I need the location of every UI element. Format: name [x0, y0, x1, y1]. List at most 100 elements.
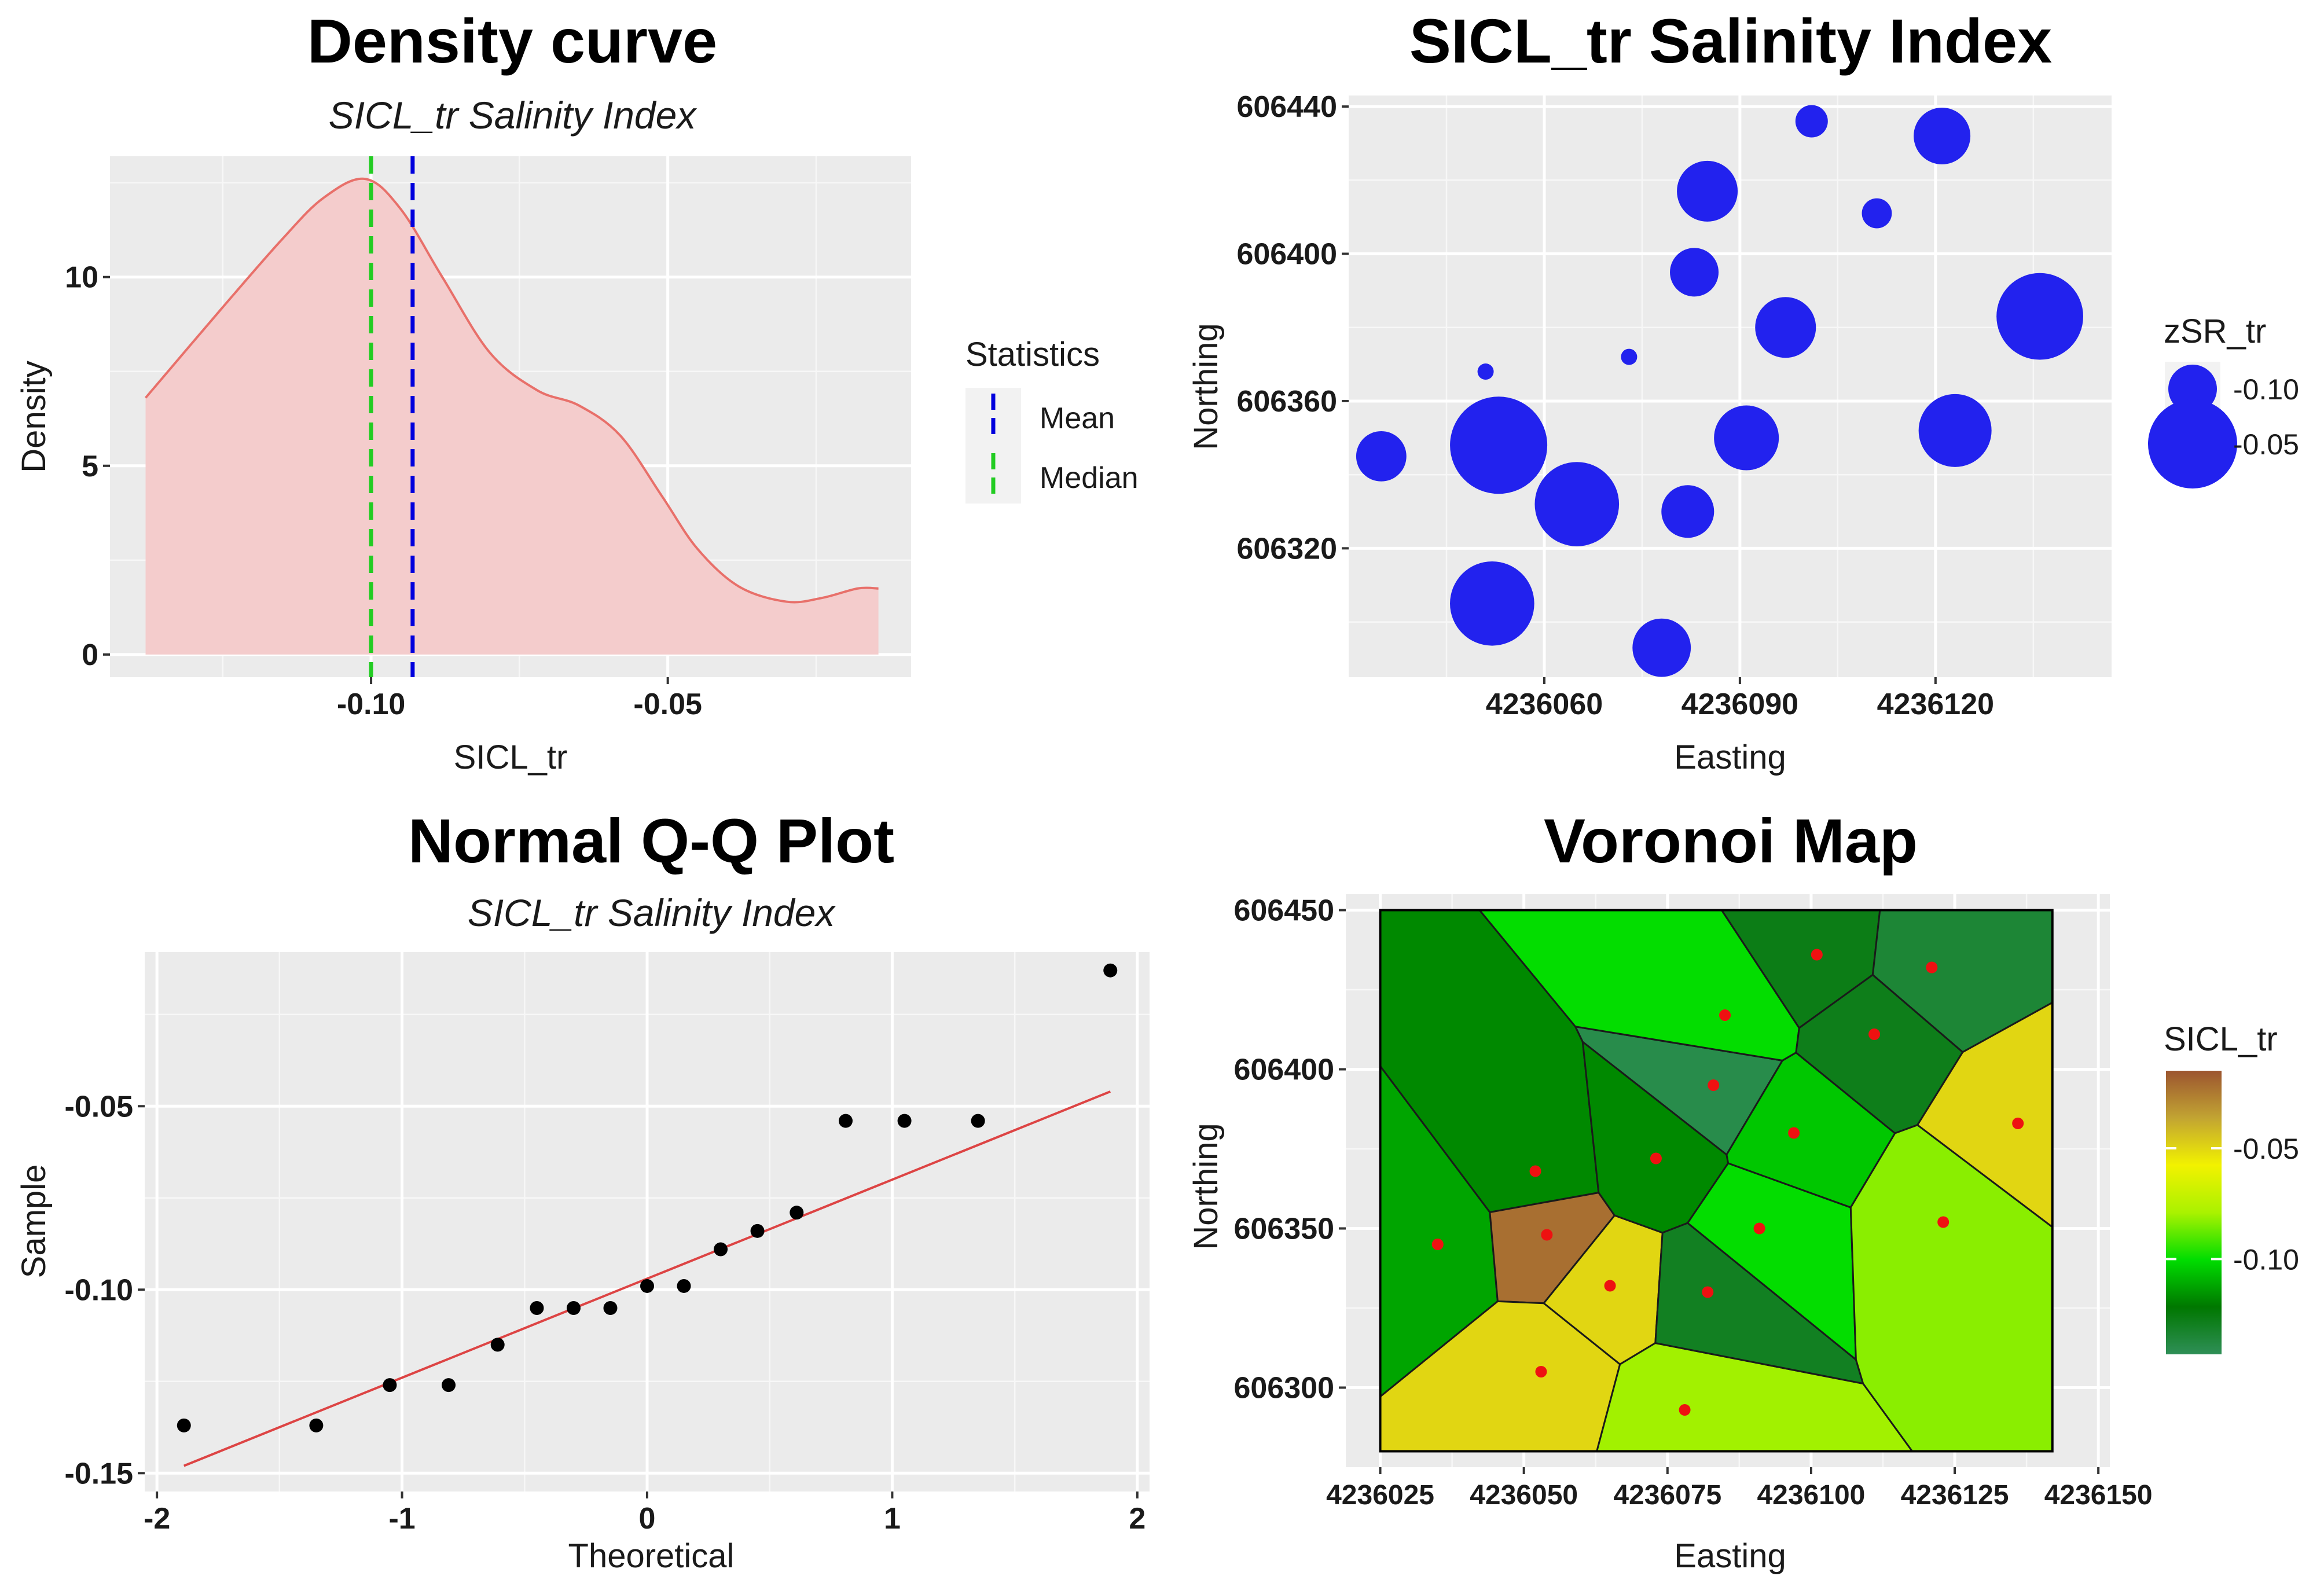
scatter-y-ticks: 606320 606360 606400 606440 — [1236, 90, 1349, 565]
voronoi-boundary — [1379, 909, 2054, 1453]
qq-point — [750, 1224, 765, 1238]
density-y-axis-label: Density — [15, 361, 53, 472]
density-title: Density curve — [307, 6, 717, 76]
x-tick-label: 4236100 — [1757, 1480, 1865, 1511]
voronoi-cells — [1379, 909, 2054, 1453]
y-tick-label: -0.05 — [64, 1090, 133, 1123]
y-tick-label: -0.15 — [64, 1457, 133, 1490]
voronoi-title: Voronoi Map — [1544, 806, 1918, 876]
qq-point — [790, 1206, 804, 1220]
qq-point — [838, 1114, 853, 1128]
voronoi-panel: Voronoi Map 4236025 4236050 4236075 4236100… — [1187, 806, 2299, 1575]
size-legend: zSR_tr -0.10 -0.05 — [2148, 313, 2299, 488]
scatter-point — [1621, 348, 1638, 365]
voronoi-site-point — [1753, 1222, 1765, 1235]
x-tick-label: 1 — [884, 1502, 901, 1535]
voronoi-site-point — [1431, 1239, 1444, 1250]
size-legend-title: zSR_tr — [2164, 313, 2266, 350]
size-legend-label: -0.05 — [2233, 428, 2299, 461]
scatter-point — [1996, 273, 2083, 360]
voronoi-site-point — [1541, 1229, 1553, 1241]
qq-point — [677, 1279, 691, 1293]
salinity-scatter-panel: SICL_tr Salinity Index 4236060 4236090 423… — [1187, 6, 2299, 776]
scatter-x-axis-label: Easting — [1674, 739, 1786, 776]
voronoi-x-axis-label: Easting — [1674, 1537, 1786, 1575]
voronoi-site-point — [1719, 1009, 1731, 1021]
density-x-ticks: -0.10 -0.05 — [337, 677, 702, 721]
voronoi-site-point — [1868, 1028, 1881, 1040]
qq-point — [714, 1242, 728, 1257]
x-tick-label: 0 — [639, 1502, 656, 1535]
size-legend-key — [2148, 399, 2237, 488]
voronoi-site-point — [1650, 1152, 1662, 1164]
density-subtitle: SICL_tr Salinity Index — [329, 94, 697, 137]
scatter-point — [1670, 248, 1719, 297]
y-tick-label: 606400 — [1233, 1053, 1334, 1087]
qq-x-axis-label: Theoretical — [568, 1537, 735, 1575]
scatter-y-axis-label: Northing — [1187, 323, 1225, 450]
colorbar-ticks: -0.10 -0.05 — [2166, 1133, 2299, 1276]
qq-y-axis-label: Sample — [15, 1164, 53, 1279]
scatter-x-ticks: 4236060 4236090 4236120 — [1486, 677, 1994, 721]
qq-y-ticks: -0.15 -0.10 -0.05 — [64, 1090, 145, 1490]
scatter-point — [1914, 107, 1971, 164]
colorbar — [2166, 1071, 2222, 1354]
qq-data-layer — [177, 963, 1118, 1467]
qq-point — [490, 1338, 505, 1352]
qq-point — [603, 1301, 618, 1315]
voronoi-site-point — [1604, 1280, 1616, 1292]
x-tick-label: -0.05 — [633, 688, 702, 721]
statistics-legend-title: Statistics — [965, 336, 1100, 373]
y-tick-label: 606300 — [1233, 1372, 1334, 1405]
voronoi-y-axis-label: Northing — [1187, 1123, 1225, 1250]
density-area — [145, 178, 879, 655]
colorbar-legend-title: SICL_tr — [2164, 1020, 2278, 1058]
voronoi-site-point — [1529, 1165, 1541, 1177]
density-panel: Density curve SICL_tr Salinity Index -0.… — [15, 6, 1139, 776]
qq-point — [383, 1378, 397, 1393]
density-data-layer — [144, 156, 879, 677]
voronoi-site-point — [2012, 1118, 2024, 1129]
scatter-point — [1450, 396, 1548, 494]
scatter-point — [1714, 405, 1779, 471]
colorbar-tick-label: -0.10 — [2233, 1243, 2299, 1276]
qq-point — [971, 1114, 985, 1128]
qq-point — [897, 1114, 912, 1128]
x-tick-label: 2 — [1129, 1502, 1146, 1535]
scatter-title: SICL_tr Salinity Index — [1409, 6, 2052, 76]
voronoi-site-point — [1679, 1404, 1691, 1416]
voronoi-sites — [1431, 949, 2024, 1416]
y-tick-label: -0.10 — [64, 1273, 133, 1307]
scatter-point — [1795, 105, 1828, 138]
scatter-point — [1477, 363, 1494, 380]
y-tick-label: 606400 — [1236, 238, 1337, 271]
qq-panel: Normal Q-Q Plot SICL_tr Salinity Index -… — [15, 806, 1150, 1575]
x-tick-label: 4236025 — [1326, 1480, 1434, 1511]
qq-reference-line — [183, 1090, 1111, 1467]
x-tick-label: -1 — [388, 1502, 415, 1535]
qq-point — [309, 1418, 324, 1432]
qq-x-ticks: -2 -1 0 1 2 — [144, 1492, 1146, 1535]
density-curve-line — [144, 177, 879, 604]
scatter-point — [1356, 431, 1407, 482]
qq-point — [1103, 963, 1118, 978]
scatter-point — [1918, 394, 1992, 467]
statistics-legend: Statistics Mean Median — [965, 336, 1139, 504]
voronoi-y-ticks: 606300 606350 606400 606450 — [1233, 894, 1346, 1405]
x-tick-label: 4236075 — [1613, 1480, 1721, 1511]
qq-point — [442, 1378, 456, 1393]
qq-title: Normal Q-Q Plot — [408, 806, 894, 876]
scatter-point — [1862, 198, 1892, 229]
colorbar-legend: SICL_tr -0.10 -0.05 — [2164, 1020, 2299, 1354]
x-tick-label: 4236050 — [1470, 1480, 1578, 1511]
qq-point — [530, 1301, 544, 1315]
scatter-point — [1755, 297, 1816, 358]
voronoi-site-point — [1702, 1286, 1714, 1298]
legend-label-mean: Mean — [1040, 402, 1115, 435]
x-tick-label: 4236150 — [2044, 1480, 2153, 1511]
y-tick-label: 5 — [82, 450, 98, 483]
voronoi-site-point — [1937, 1216, 1949, 1228]
scatter-points — [1356, 105, 2083, 677]
scatter-point — [1661, 485, 1714, 538]
